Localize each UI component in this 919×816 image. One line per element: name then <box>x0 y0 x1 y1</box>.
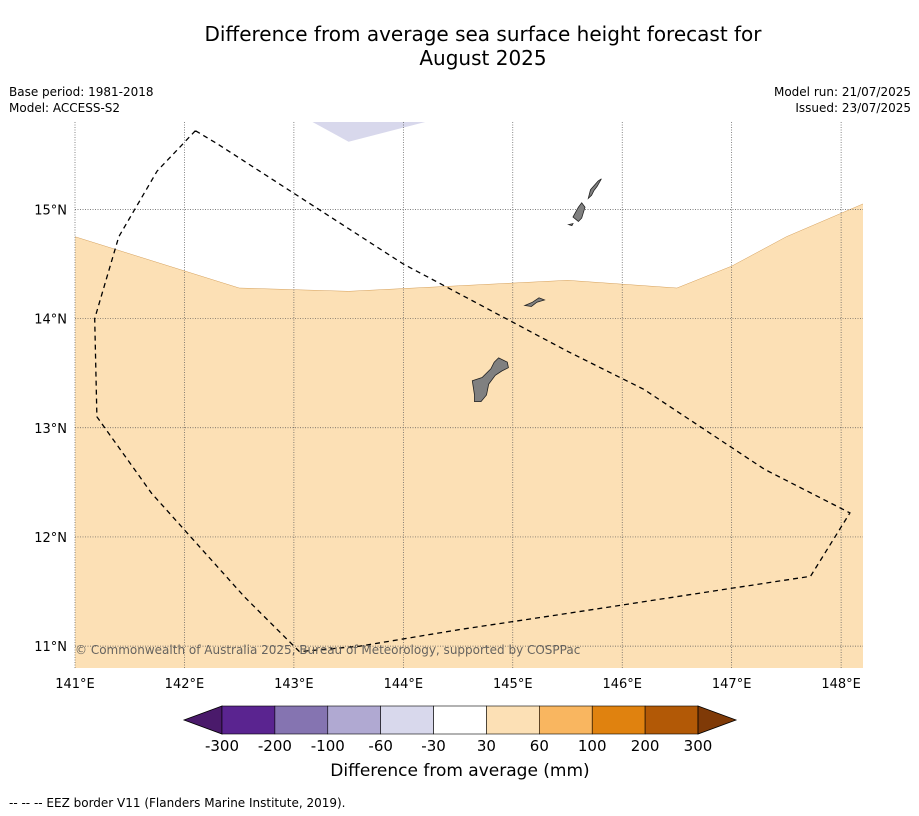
colorbar-tick-label: -100 <box>311 737 345 755</box>
colorbar-tick-label: 300 <box>684 737 713 755</box>
colorbar-tick-label: -60 <box>368 737 393 755</box>
colorbar-tick-label: -30 <box>421 737 446 755</box>
colorbar-tick-label: 60 <box>530 737 549 755</box>
colorbar-tick-label: 100 <box>578 737 607 755</box>
colorbar-segment <box>327 705 381 735</box>
colorbar-segment <box>591 705 646 735</box>
eez-border-line <box>94 130 851 653</box>
base-period: Base period: 1981-2018 <box>9 85 154 99</box>
title-line-2: August 2025 <box>419 46 547 70</box>
lon-tick-label: 141°E <box>55 677 95 692</box>
colorbar-tick-label: -300 <box>205 737 239 755</box>
colorbar-tick-label: -200 <box>258 737 292 755</box>
meta-left: Base period: 1981-2018 Model: ACCESS-S2 <box>9 84 154 116</box>
colorbar-segment <box>221 705 276 735</box>
island-tinian <box>572 202 586 222</box>
issued-date: Issued: 23/07/2025 <box>795 101 911 115</box>
eez-footnote: -- -- -- EEZ border V11 (Flanders Marine… <box>9 796 346 810</box>
lon-tick-label: 142°E <box>165 677 205 692</box>
region-30-to-60 <box>75 203 863 668</box>
lat-tick-label: 12°N <box>34 531 67 546</box>
lon-tick-label: 147°E <box>712 677 752 692</box>
colorbar-low-extend <box>182 705 223 735</box>
lat-tick-label: 13°N <box>34 422 67 437</box>
chart-title: Difference from average sea surface heig… <box>0 22 919 70</box>
lat-tick-label: 11°N <box>34 640 67 655</box>
colorbar-title: Difference from average (mm) <box>330 761 590 781</box>
colorbar-segment <box>274 705 329 735</box>
title-line-1: Difference from average sea surface heig… <box>204 22 762 46</box>
colorbar-segment <box>644 705 699 735</box>
colorbar-segment <box>380 705 434 735</box>
lat-tick-label: 15°N <box>34 203 67 218</box>
colorbar-tick-label: 200 <box>631 737 660 755</box>
colorbar-high-extend <box>697 705 738 735</box>
region--60-to--30 <box>312 122 426 142</box>
colorbar-tick-label: 30 <box>477 737 496 755</box>
island-saipan <box>587 178 602 200</box>
copyright-text: © Commonwealth of Australia 2025, Bureau… <box>75 643 580 657</box>
island-aguijan <box>567 223 574 227</box>
model-name: Model: ACCESS-S2 <box>9 101 121 115</box>
meta-right: Model run: 21/07/2025 Issued: 23/07/2025 <box>774 84 911 116</box>
lon-tick-label: 145°E <box>493 677 533 692</box>
lon-tick-label: 143°E <box>274 677 314 692</box>
lon-tick-label: 146°E <box>602 677 642 692</box>
island-guam <box>471 357 509 403</box>
colorbar-segment <box>539 705 593 735</box>
lat-tick-label: 14°N <box>34 313 67 328</box>
model-run: Model run: 21/07/2025 <box>773 85 911 99</box>
colorbar-segment <box>433 705 487 735</box>
island-rota <box>523 297 546 307</box>
lon-tick-label: 144°E <box>384 677 424 692</box>
lon-tick-label: 148°E <box>821 677 861 692</box>
colorbar-segment <box>486 705 540 735</box>
region-edge-1 <box>75 203 863 292</box>
